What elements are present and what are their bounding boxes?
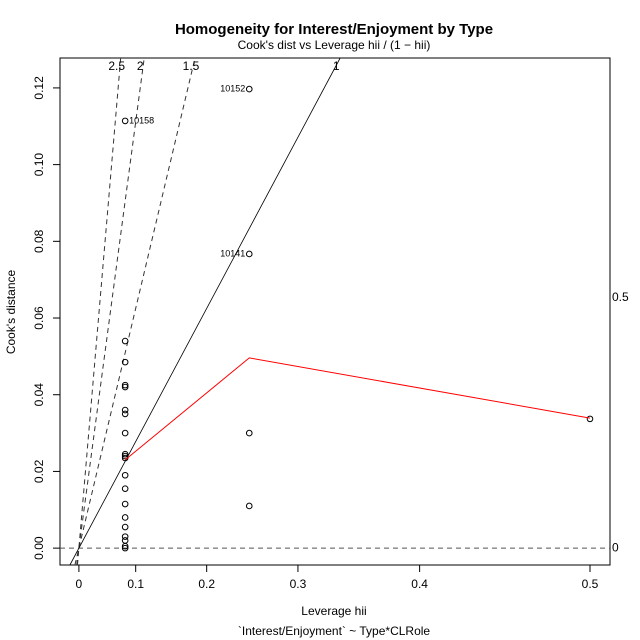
chart-subtitle: Cook's dist vs Leverage hii / (1 − hii) [238, 38, 431, 52]
point [121, 523, 129, 531]
point [586, 415, 594, 423]
point [121, 471, 129, 479]
right-label: 0.5 [612, 290, 629, 304]
contour-line [76, 57, 122, 566]
point [121, 383, 129, 391]
point [245, 250, 253, 258]
contour-line [76, 57, 145, 566]
contour-label: 1.5 [183, 59, 200, 73]
contour-line [74, 57, 196, 566]
point [245, 85, 253, 93]
x-axis-label: Leverage hii [301, 604, 366, 618]
y-tick-label: 0.02 [32, 459, 46, 483]
x-tick-label: 0.4 [411, 577, 428, 591]
contour-line [69, 57, 341, 566]
y-tick-label: 0.12 [32, 76, 46, 100]
point [121, 358, 129, 366]
point [245, 502, 253, 510]
point [121, 485, 129, 492]
point-label: 10152 [220, 83, 245, 93]
point [245, 429, 253, 437]
y-axis-label: Cook's distance [4, 270, 18, 355]
contour-label: 2 [137, 59, 144, 73]
x-tick-label: 0.5 [582, 577, 599, 591]
point [121, 410, 129, 418]
point [121, 514, 129, 521]
contour-label: 2.5 [108, 59, 125, 73]
point [121, 542, 129, 550]
contour-label: 1 [333, 59, 340, 73]
x-tick-label: 0.3 [290, 577, 307, 591]
x-tick-label: 0.1 [127, 577, 144, 591]
chart-title: Homogeneity for Interest/Enjoyment by Ty… [175, 21, 493, 38]
point [121, 406, 129, 414]
y-tick-label: 0.00 [32, 536, 46, 560]
point [121, 450, 129, 458]
y-tick-label: 0.10 [32, 153, 46, 177]
point [121, 452, 129, 460]
y-tick-label: 0.08 [32, 229, 46, 253]
plot-box [59, 57, 611, 566]
y-tick-label: 0.04 [32, 383, 46, 407]
right-label: 0 [612, 540, 619, 554]
x-tick-label: 0 [76, 577, 83, 591]
point [121, 381, 129, 389]
point [121, 500, 129, 508]
point [121, 544, 129, 552]
point [121, 537, 129, 544]
point-label: 10141 [220, 248, 245, 258]
point [121, 533, 129, 540]
point [121, 337, 129, 345]
smoother-line [124, 357, 591, 461]
y-tick-label: 0.06 [32, 306, 46, 330]
point-label: 10158 [129, 115, 154, 125]
x-axis-sublabel: `Interest/Enjoyment` ~ Type*CLRole [238, 624, 431, 638]
point [121, 117, 129, 125]
point [121, 429, 129, 437]
x-tick-label: 0.2 [198, 577, 215, 591]
